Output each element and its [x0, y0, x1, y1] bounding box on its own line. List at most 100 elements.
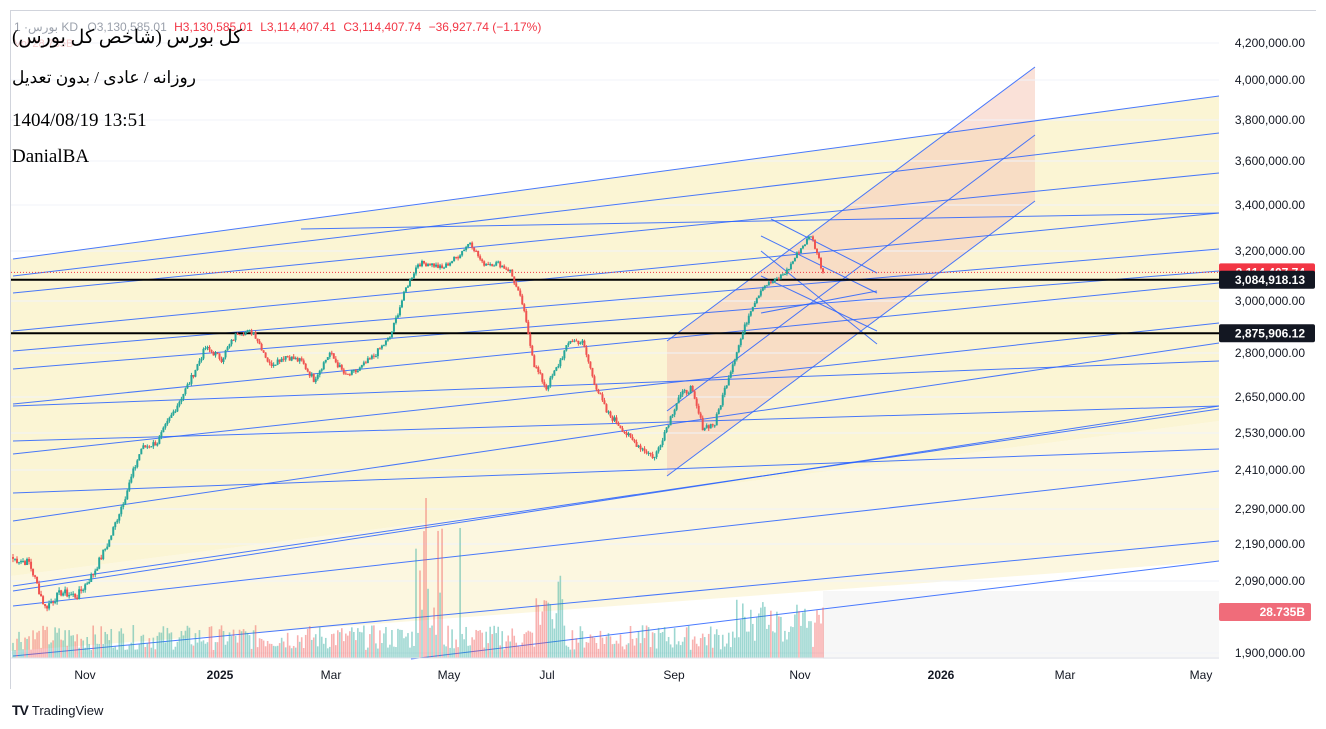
- volume-bar-246: [505, 641, 508, 658]
- volume-bar-284: [581, 631, 584, 658]
- candle-body-291: [595, 384, 598, 390]
- volume-bar-277: [567, 646, 570, 658]
- candle-body-256: [525, 311, 528, 322]
- candle-body-242: [497, 261, 500, 263]
- candle-body-133: [278, 359, 281, 362]
- price-chart[interactable]: 1,900,000.00 2,090,000.00 2,190,000.00 2,29…: [11, 11, 1317, 690]
- candle-body-245: [503, 265, 506, 269]
- trend-line-1: [12, 132, 1220, 277]
- volume-bar-14: [40, 647, 42, 658]
- volume-bar-402: [818, 614, 820, 658]
- candle-body-272: [557, 366, 560, 368]
- candle-body-224: [461, 251, 464, 256]
- volume-bar-384: [782, 641, 784, 658]
- volume-bar-389: [792, 627, 794, 658]
- volume-bar-142: [296, 635, 299, 658]
- y-tick-label-10: 3,400,000.00: [1235, 198, 1305, 212]
- trend-line-11: [12, 540, 1220, 657]
- candle-body-106: [224, 350, 227, 358]
- volume-bar-397: [808, 621, 810, 658]
- candle-body-54: [120, 506, 123, 515]
- price-label-1: 3,084,918.13: [1235, 273, 1305, 287]
- candle-body-300: [613, 417, 616, 421]
- volume-bar-262: [537, 604, 540, 658]
- candle-body-143: [298, 358, 301, 362]
- candle-body-250: [513, 276, 516, 284]
- volume-bar-77: [166, 627, 169, 658]
- candle-body-73: [158, 436, 161, 444]
- candle-body-164: [340, 365, 343, 370]
- candle-body-161: [334, 358, 337, 363]
- tradingview-brand[interactable]: TV TradingView: [12, 702, 103, 718]
- volume-bar-139: [290, 648, 293, 658]
- y-tick-label-0: 1,900,000.00: [1235, 646, 1305, 660]
- volume-bar-305: [623, 649, 626, 658]
- volume-label: 28.735B: [1260, 605, 1306, 619]
- volume-bar-75: [162, 626, 165, 658]
- candle-body-270: [553, 370, 556, 376]
- volume-bar-100: [212, 649, 215, 658]
- candle-body-282: [577, 340, 580, 344]
- candle-body-59: [130, 476, 133, 483]
- candle-body-19: [50, 601, 53, 604]
- candle-body-151: [314, 378, 317, 383]
- candle-body-285: [583, 340, 586, 348]
- volume-bar-395: [804, 608, 806, 658]
- candle-body-166: [344, 373, 347, 375]
- volume-bar-267: [547, 602, 550, 658]
- volume-bar-281: [575, 638, 578, 658]
- volume-bar-239: [491, 634, 493, 658]
- candle-body-138: [288, 357, 291, 361]
- volume-bar-327: [667, 636, 670, 658]
- volume-bar-314: [641, 625, 644, 658]
- candle-body-127: [266, 357, 269, 362]
- volume-bar-46: [104, 631, 107, 658]
- candle-body-148: [308, 371, 311, 377]
- volume-bar-362: [737, 637, 740, 658]
- volume-bar-29: [70, 635, 72, 658]
- volume-bar-50: [112, 647, 115, 658]
- volume-bar-80: [172, 649, 175, 658]
- candle-body-239: [491, 264, 494, 267]
- candle-body-120: [252, 332, 255, 335]
- volume-bar-144: [300, 637, 303, 658]
- volume-bar-147: [306, 628, 309, 658]
- candle-body-33: [78, 589, 81, 599]
- candle-body-58: [128, 482, 131, 491]
- chart-frame[interactable]: 1,900,000.00 2,090,000.00 2,190,000.00 2,29…: [10, 10, 1317, 690]
- chart-datetime: 1404/08/19 13:51: [12, 110, 147, 131]
- candle-body-290: [593, 376, 596, 385]
- volume-bar-398: [810, 621, 812, 658]
- volume-bar-56: [124, 649, 127, 658]
- candle-body-219: [451, 261, 454, 264]
- candle-body-384: [781, 274, 784, 276]
- volume-bar-379: [772, 631, 774, 658]
- y-tick-label-11: 3,600,000.00: [1235, 154, 1305, 168]
- candle-body-223: [459, 255, 462, 259]
- volume-bar-76: [164, 642, 167, 658]
- candle-body-27: [66, 589, 69, 597]
- candle-body-362: [737, 345, 740, 353]
- candle-body-152: [316, 374, 319, 379]
- candle-body-77: [166, 420, 169, 425]
- volume-bar-169: [351, 627, 353, 658]
- volume-bar-42: [96, 643, 99, 658]
- x-tick-label-2: Mar: [321, 668, 342, 682]
- volume-bar-154: [320, 636, 323, 658]
- volume-bar-35: [82, 640, 84, 658]
- candle-body-20: [52, 601, 55, 603]
- candle-body-217: [447, 263, 450, 266]
- volume-bar-133: [278, 643, 281, 658]
- trend-line-0: [12, 95, 1220, 260]
- volume-bar-391: [796, 604, 798, 658]
- candle-body-400: [813, 239, 816, 249]
- volume-bar-335: [683, 637, 686, 658]
- candle-body-370: [753, 303, 756, 307]
- volume-bar-115: [242, 629, 245, 658]
- volume-bar-363: [739, 619, 742, 658]
- candle-body-132: [276, 359, 279, 365]
- candle-body-157: [326, 357, 329, 360]
- volume-bar-95: [202, 640, 205, 658]
- volume-bar-320: [653, 633, 656, 658]
- candle-body-212: [437, 264, 440, 268]
